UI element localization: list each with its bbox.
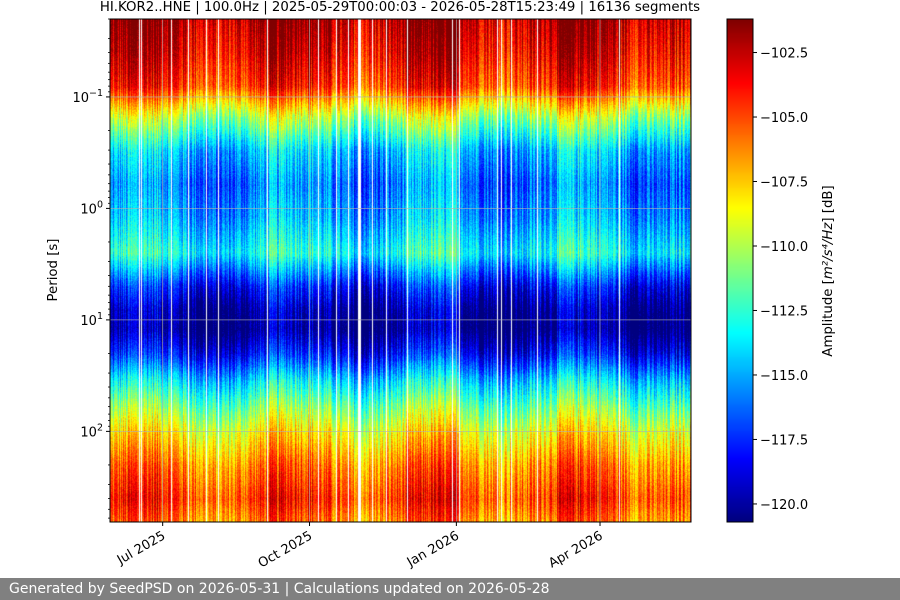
colorbar-gradient [727, 19, 753, 522]
x-tick-label: Jan 2026 [404, 529, 462, 571]
colorbar-tick-label: −105.0 [760, 111, 808, 126]
colorbar-tick-label: −117.5 [760, 433, 808, 448]
x-tick-label: Oct 2025 [256, 529, 315, 572]
y-tick-label: 102 [80, 422, 103, 440]
x-tick-label: Apr 2026 [546, 529, 605, 572]
colorbar-label: Amplitude [m²/s⁴/Hz] [dB] [821, 185, 836, 356]
spectrogram-figure: HI.KOR2..HNE | 100.0Hz | 2025-05-29T00:0… [46, 0, 836, 571]
y-tick-label: 100 [80, 199, 103, 217]
colorbar-tick-label: −120.0 [760, 498, 808, 513]
footer-text: Generated by SeedPSD on 2026-05-31 | Cal… [9, 581, 550, 597]
colorbar-tick-label: −110.0 [760, 240, 808, 255]
spectrogram-plot: 10−1 100 101 102 Jul 2025 Oct 2025 Jan 2026 Ap… [46, 18, 692, 571]
x-axis-ticks: Jul 2025 Oct 2025 Jan 2026 Apr 2026 [114, 522, 606, 571]
y-tick-label: 101 [80, 311, 103, 329]
y-axis-label: Period [s] [46, 239, 61, 302]
colorbar-tick-label: −107.5 [760, 176, 808, 191]
grid-lines [110, 19, 691, 522]
colorbar-frame [726, 18, 754, 523]
plot-frame [109, 18, 692, 523]
colorbar-ticks: −102.5 −105.0 −107.5 −110.0 −112.5 −115.0 −117… [753, 47, 808, 513]
y-tick-label: 10−1 [72, 88, 103, 106]
footer-bar: Generated by SeedPSD on 2026-05-31 | Cal… [0, 578, 900, 600]
chart-title: HI.KOR2..HNE | 100.0Hz | 2025-05-29T00:0… [100, 0, 700, 15]
x-tick-label: Jul 2025 [114, 529, 168, 569]
colorbar-tick-label: −112.5 [760, 304, 808, 319]
colorbar-tick-label: −115.0 [760, 369, 808, 384]
y-axis-ticks: 10−1 100 101 102 [72, 18, 110, 519]
colorbar-tick-label: −102.5 [760, 47, 808, 62]
colorbar: −102.5 −105.0 −107.5 −110.0 −112.5 −115.0 −117… [726, 18, 836, 523]
spectrogram-heatmap [110, 19, 691, 522]
